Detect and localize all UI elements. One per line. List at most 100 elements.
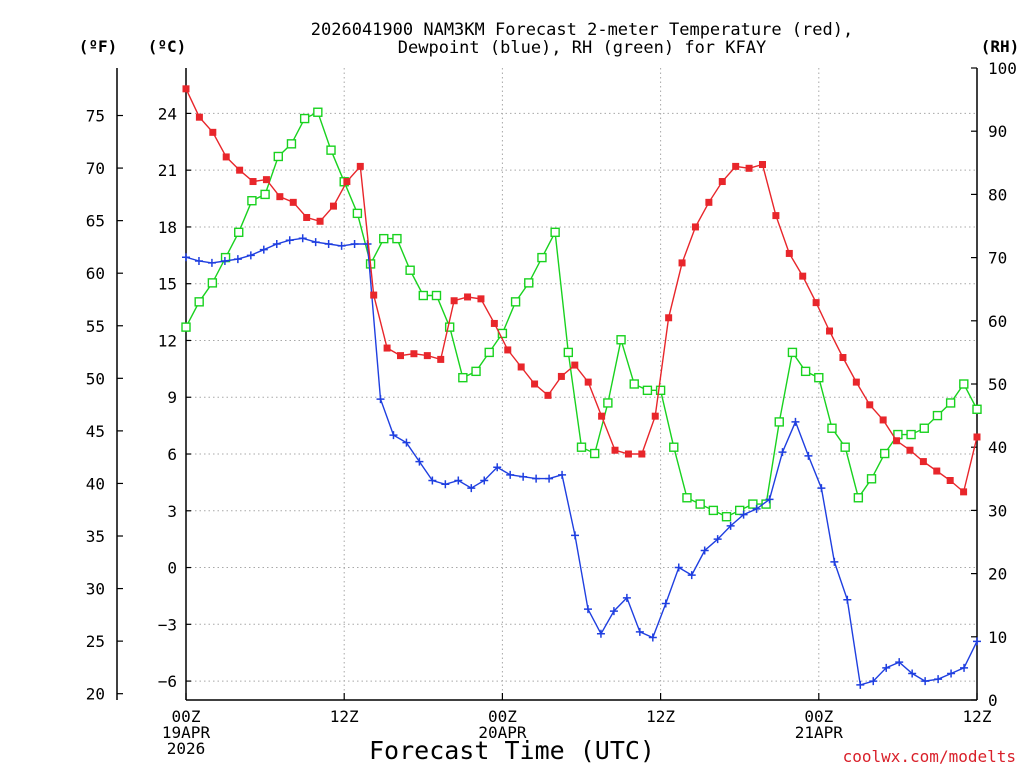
temperature-point (919, 458, 927, 466)
dewpoint-point (648, 633, 657, 642)
rh-line (185, 111, 978, 518)
temperature-point (477, 295, 485, 303)
time-tick-label: 00Z (488, 707, 517, 726)
fahrenheit-tick-label: 45 (86, 422, 105, 441)
temperature-point (195, 113, 203, 121)
dewpoint-point (752, 504, 761, 513)
temperature-point (799, 272, 807, 280)
rh-point (537, 252, 547, 263)
rh-point (814, 372, 824, 383)
dewpoint-point (233, 255, 242, 264)
temperature-point (732, 162, 740, 170)
temperature-point (571, 361, 579, 369)
celsius-tick-label: 9 (167, 388, 177, 407)
time-tick-label: 00Z (172, 707, 201, 726)
temperature-point (249, 178, 257, 186)
temperature-point (182, 85, 190, 93)
rh-point (260, 189, 270, 200)
celsius-tick-label: 21 (158, 161, 177, 180)
fahrenheit-tick-label: 30 (86, 580, 105, 599)
time-tick-label: 12Z (646, 707, 675, 726)
rh-point (392, 233, 402, 244)
temperature-point (276, 193, 284, 201)
dewpoint-point (571, 531, 580, 540)
temperature-point (665, 314, 673, 322)
dewpoint-point (441, 480, 450, 489)
rh-point (800, 366, 811, 377)
celsius-tick-label: −3 (158, 615, 177, 634)
temperature-point (758, 161, 766, 169)
temperature-point (772, 212, 780, 220)
temperature-point (826, 327, 834, 335)
rh-point (286, 139, 297, 149)
temperature-point (651, 412, 659, 420)
rh-unit-label: (RH) (981, 37, 1020, 56)
dewpoint-point (804, 451, 813, 460)
temperature-line (185, 88, 978, 494)
dewpoint-point (532, 474, 541, 483)
dewpoint-point (791, 417, 800, 426)
rh-point (576, 442, 587, 452)
dewpoint-point (622, 593, 631, 602)
dewpoint-point (687, 571, 696, 580)
rh-tick-label: 40 (988, 438, 1007, 457)
rh-point (563, 347, 574, 358)
time-tick-label: 20APR (478, 723, 527, 742)
rh-point (458, 372, 468, 383)
credit-link[interactable]: coolwx.com/modelts (843, 747, 1016, 766)
fahrenheit-tick-label: 55 (86, 317, 105, 336)
temperature-point (879, 416, 887, 424)
rh-point (669, 442, 679, 452)
rh-point (616, 335, 626, 345)
fahrenheit-tick-label: 65 (86, 212, 105, 231)
temperature-point (356, 162, 364, 170)
dewpoint-point (934, 675, 943, 684)
dewpoint-point (259, 245, 268, 254)
time-tick-label: 21APR (795, 723, 844, 742)
dewpoint-point (415, 457, 424, 466)
rh-point (313, 107, 323, 117)
dewpoint-point (713, 535, 722, 544)
dewpoint-point (428, 476, 437, 485)
rh-point (880, 448, 890, 459)
fahrenheit-tick-label: 25 (86, 632, 105, 651)
dewpoint-point (337, 241, 346, 250)
dewpoint-point (817, 484, 826, 493)
rh-point (748, 499, 758, 509)
dewpoint-point (960, 663, 969, 672)
rh-point (721, 512, 732, 522)
rh-point (431, 290, 442, 301)
rh-point (510, 297, 521, 307)
dewpoint-point (207, 258, 216, 267)
temperature-point (705, 198, 713, 206)
dewpoint-point (493, 463, 502, 472)
temperature-point (973, 433, 981, 441)
rh-tick-label: 50 (988, 375, 1007, 394)
dewpoint-point (506, 470, 515, 479)
fahrenheit-tick-label: 35 (86, 527, 105, 546)
rh-point (181, 322, 191, 332)
dewpoint-point (272, 239, 281, 248)
rh-tick-label: 10 (988, 628, 1007, 647)
dewpoint-point (467, 484, 476, 493)
rh-point (484, 347, 494, 358)
dewpoint-point (376, 395, 385, 404)
dewpoint-point (726, 521, 735, 530)
rh-point (840, 442, 850, 452)
dewpoint-point (661, 599, 670, 608)
temperature-point (490, 319, 498, 327)
dewpoint-point (895, 658, 904, 667)
dewpoint-point (921, 677, 930, 686)
rh-point (972, 404, 982, 414)
celsius-tick-label: 3 (167, 502, 177, 521)
time-tick-label: 12Z (963, 707, 992, 726)
dewpoint-point (843, 595, 852, 604)
temperature-point (584, 378, 592, 386)
temperature-point (624, 450, 632, 458)
celsius-tick-label: −6 (158, 672, 177, 691)
temperature-point (383, 344, 391, 352)
temperature-point (262, 176, 270, 184)
time-tick-label: 2026 (167, 739, 206, 758)
temperature-point (785, 249, 793, 257)
